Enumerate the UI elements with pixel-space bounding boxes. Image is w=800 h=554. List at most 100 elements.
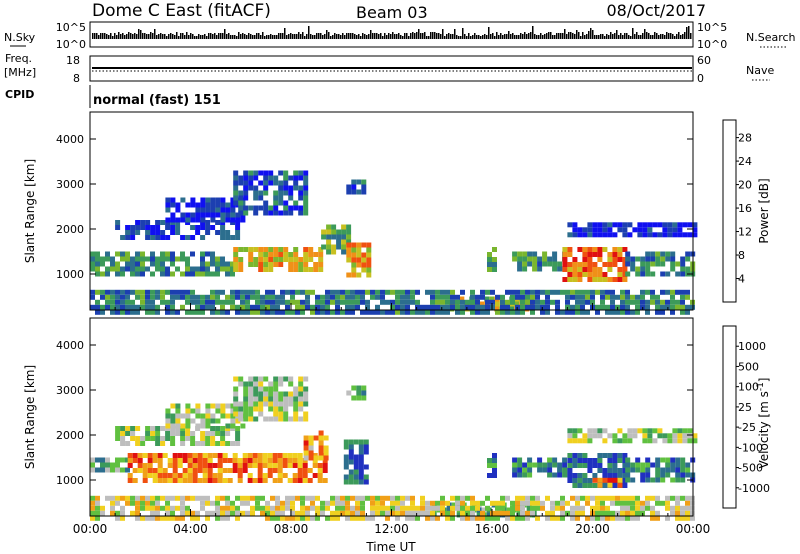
heatmap-cell (238, 175, 244, 181)
heatmap-cell (555, 289, 560, 295)
noise-bar (654, 32, 656, 39)
heatmap-cell (230, 505, 235, 511)
heatmap-cell (346, 184, 352, 190)
heatmap-cell (105, 299, 110, 305)
heatmap-cell (662, 232, 668, 238)
heatmap-cell (370, 500, 375, 506)
heatmap-cell (465, 495, 470, 501)
noise-bar (488, 27, 490, 39)
heatmap-cell (152, 468, 158, 473)
heatmap-cell (346, 390, 352, 396)
heatmap-cell (577, 438, 583, 444)
heatmap-cell (135, 220, 141, 225)
noise-bar (532, 26, 534, 39)
heatmap-cell (592, 477, 598, 483)
heatmap-cell (575, 289, 580, 295)
heatmap-cell (238, 257, 244, 262)
heatmap-cell (95, 309, 100, 315)
noise-bar (194, 36, 196, 39)
heatmap-cell (265, 510, 270, 516)
heatmap-cell (515, 500, 520, 506)
heatmap-cell (326, 229, 332, 235)
noise-bar (586, 34, 588, 39)
heatmap-cell (298, 406, 304, 412)
heatmap-cell (150, 515, 155, 521)
heatmap-cell (652, 428, 658, 434)
heatmap-cell (375, 510, 380, 516)
heatmap-cell (675, 477, 681, 483)
heatmap-cell (275, 505, 280, 511)
heatmap-cell (650, 477, 656, 483)
heatmap-cell (278, 376, 284, 382)
heatmap-cell (617, 267, 623, 272)
heatmap-cell (237, 458, 243, 463)
heatmap-cell (677, 227, 683, 233)
heatmap-cell (642, 227, 648, 233)
heatmap-cell (187, 478, 193, 483)
heatmap-cell (157, 478, 163, 483)
heatmap-cell (205, 202, 211, 208)
heatmap-cell (485, 309, 490, 315)
heatmap-cell (263, 401, 269, 407)
heatmap-cell (685, 505, 690, 511)
heatmap-cell (685, 462, 691, 468)
heatmap-cell (597, 463, 603, 468)
heatmap-cell (545, 309, 550, 315)
heatmap-cell (185, 294, 190, 300)
heatmap-cell (351, 385, 357, 391)
heatmap-cell (235, 426, 241, 431)
heatmap-cell (170, 289, 175, 295)
heatmap-cell (295, 304, 300, 310)
heatmap-cell (210, 500, 215, 506)
heatmap-cell (635, 266, 641, 272)
heatmap-cell (527, 462, 533, 468)
heatmap-cell (361, 267, 367, 273)
heatmap-cell (505, 304, 510, 310)
noise-bar (238, 32, 240, 39)
heatmap-cell (515, 495, 520, 501)
heatmap-cell (532, 266, 538, 272)
heatmap-cell (331, 234, 337, 240)
heatmap-cell (293, 247, 299, 252)
heatmap-cell (225, 235, 231, 240)
heatmap-cell (682, 433, 688, 439)
heatmap-cell (145, 495, 150, 501)
heatmap-cell (517, 457, 523, 463)
heatmap-cell (238, 180, 244, 186)
heatmap-cell (557, 472, 563, 478)
heatmap-cell (268, 267, 274, 272)
heatmap-cell (195, 207, 201, 213)
heatmap-cell (315, 495, 320, 501)
heatmap-cell (380, 505, 385, 511)
heatmap-cell (303, 416, 309, 422)
noise-bar (558, 33, 560, 39)
heatmap-cell (395, 510, 400, 516)
noise-bar (228, 33, 230, 39)
heatmap-cell (405, 510, 410, 516)
heatmap-cell (310, 309, 315, 315)
noise-bar (570, 32, 572, 39)
heatmap-cell (370, 294, 375, 300)
heatmap-cell (630, 477, 636, 483)
noise-bar (526, 34, 528, 39)
heatmap-cell (233, 190, 239, 196)
heatmap-cell (567, 453, 573, 458)
heatmap-cell (685, 256, 691, 262)
heatmap-cell (405, 515, 410, 521)
velocity-ylabel: Slant Range [km] (23, 365, 37, 469)
heatmap-cell (670, 495, 675, 501)
heatmap-cell (602, 227, 608, 233)
heatmap-cell (582, 272, 588, 277)
heatmap-cell (415, 505, 420, 511)
y-tick-label: 1000 (56, 474, 84, 487)
noise-bar (452, 34, 454, 39)
heatmap-cell (680, 294, 685, 300)
heatmap-cell (270, 510, 275, 516)
heatmap-cell (335, 500, 340, 506)
noise-bar (622, 35, 624, 39)
heatmap-cell (248, 262, 254, 267)
heatmap-cell (242, 453, 248, 458)
noise-bar (324, 34, 326, 39)
heatmap-cell (293, 175, 299, 181)
freq-label-1: Freq. (5, 52, 32, 65)
